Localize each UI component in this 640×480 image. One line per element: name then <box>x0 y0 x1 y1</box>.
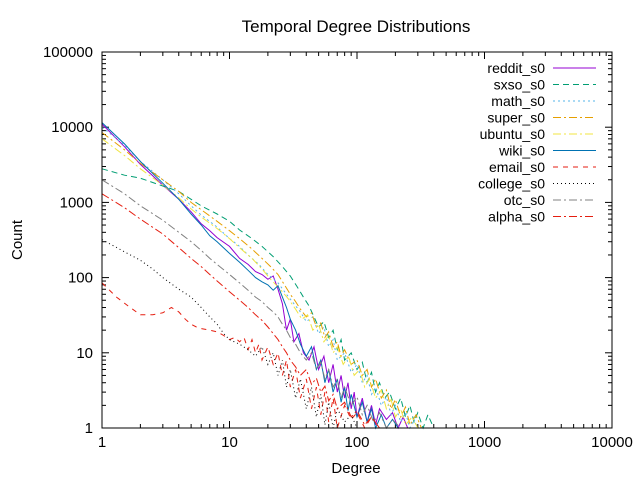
legend-label: alpha_s0 <box>488 209 545 225</box>
legend-label: college_s0 <box>478 176 545 192</box>
legend-label: wiki_s0 <box>498 143 545 159</box>
x-tick-label: 10 <box>221 434 238 451</box>
y-tick-label: 100 <box>68 270 93 287</box>
legend-label: super_s0 <box>487 110 545 126</box>
series-line-sxso-s0 <box>101 168 435 430</box>
y-axis-label: Count <box>9 219 26 260</box>
y-tick-label: 100000 <box>43 44 93 61</box>
chart-title: Temporal Degree Distributions <box>242 17 471 36</box>
series-line-email-s0 <box>101 282 380 430</box>
axis-ticks: 1 10 100 1000 10000 1 10 100 1000 10000 100000 <box>43 44 633 451</box>
series-line-alpha-s0 <box>101 193 380 429</box>
legend-label: email_s0 <box>489 159 545 175</box>
series-line-super-s0 <box>101 132 422 429</box>
legend: reddit_s0sxso_s0math_s0super_s0ubuntu_s0… <box>478 60 596 225</box>
legend-label: math_s0 <box>491 93 545 109</box>
x-axis-label: Degree <box>331 460 380 477</box>
series-line-ubuntu-s0 <box>101 138 419 429</box>
legend-label: sxso_s0 <box>494 77 546 93</box>
y-tick-label: 10 <box>76 345 93 362</box>
legend-label: reddit_s0 <box>487 60 545 76</box>
series-line-college-s0 <box>101 239 358 429</box>
series-line-otc-s0 <box>101 179 402 430</box>
series-layer <box>101 122 435 430</box>
y-tick-label: 10000 <box>51 119 93 136</box>
x-tick-label: 10000 <box>591 434 633 451</box>
legend-label: otc_s0 <box>504 192 545 208</box>
x-tick-label: 100 <box>344 434 369 451</box>
plot-frame <box>101 51 613 429</box>
x-tick-label: 1 <box>98 434 106 451</box>
series-line-wiki-s0 <box>101 122 399 430</box>
x-tick-label: 1000 <box>468 434 501 451</box>
y-tick-label: 1000 <box>60 194 93 211</box>
legend-label: ubuntu_s0 <box>480 126 546 142</box>
y-tick-label: 1 <box>85 420 93 437</box>
